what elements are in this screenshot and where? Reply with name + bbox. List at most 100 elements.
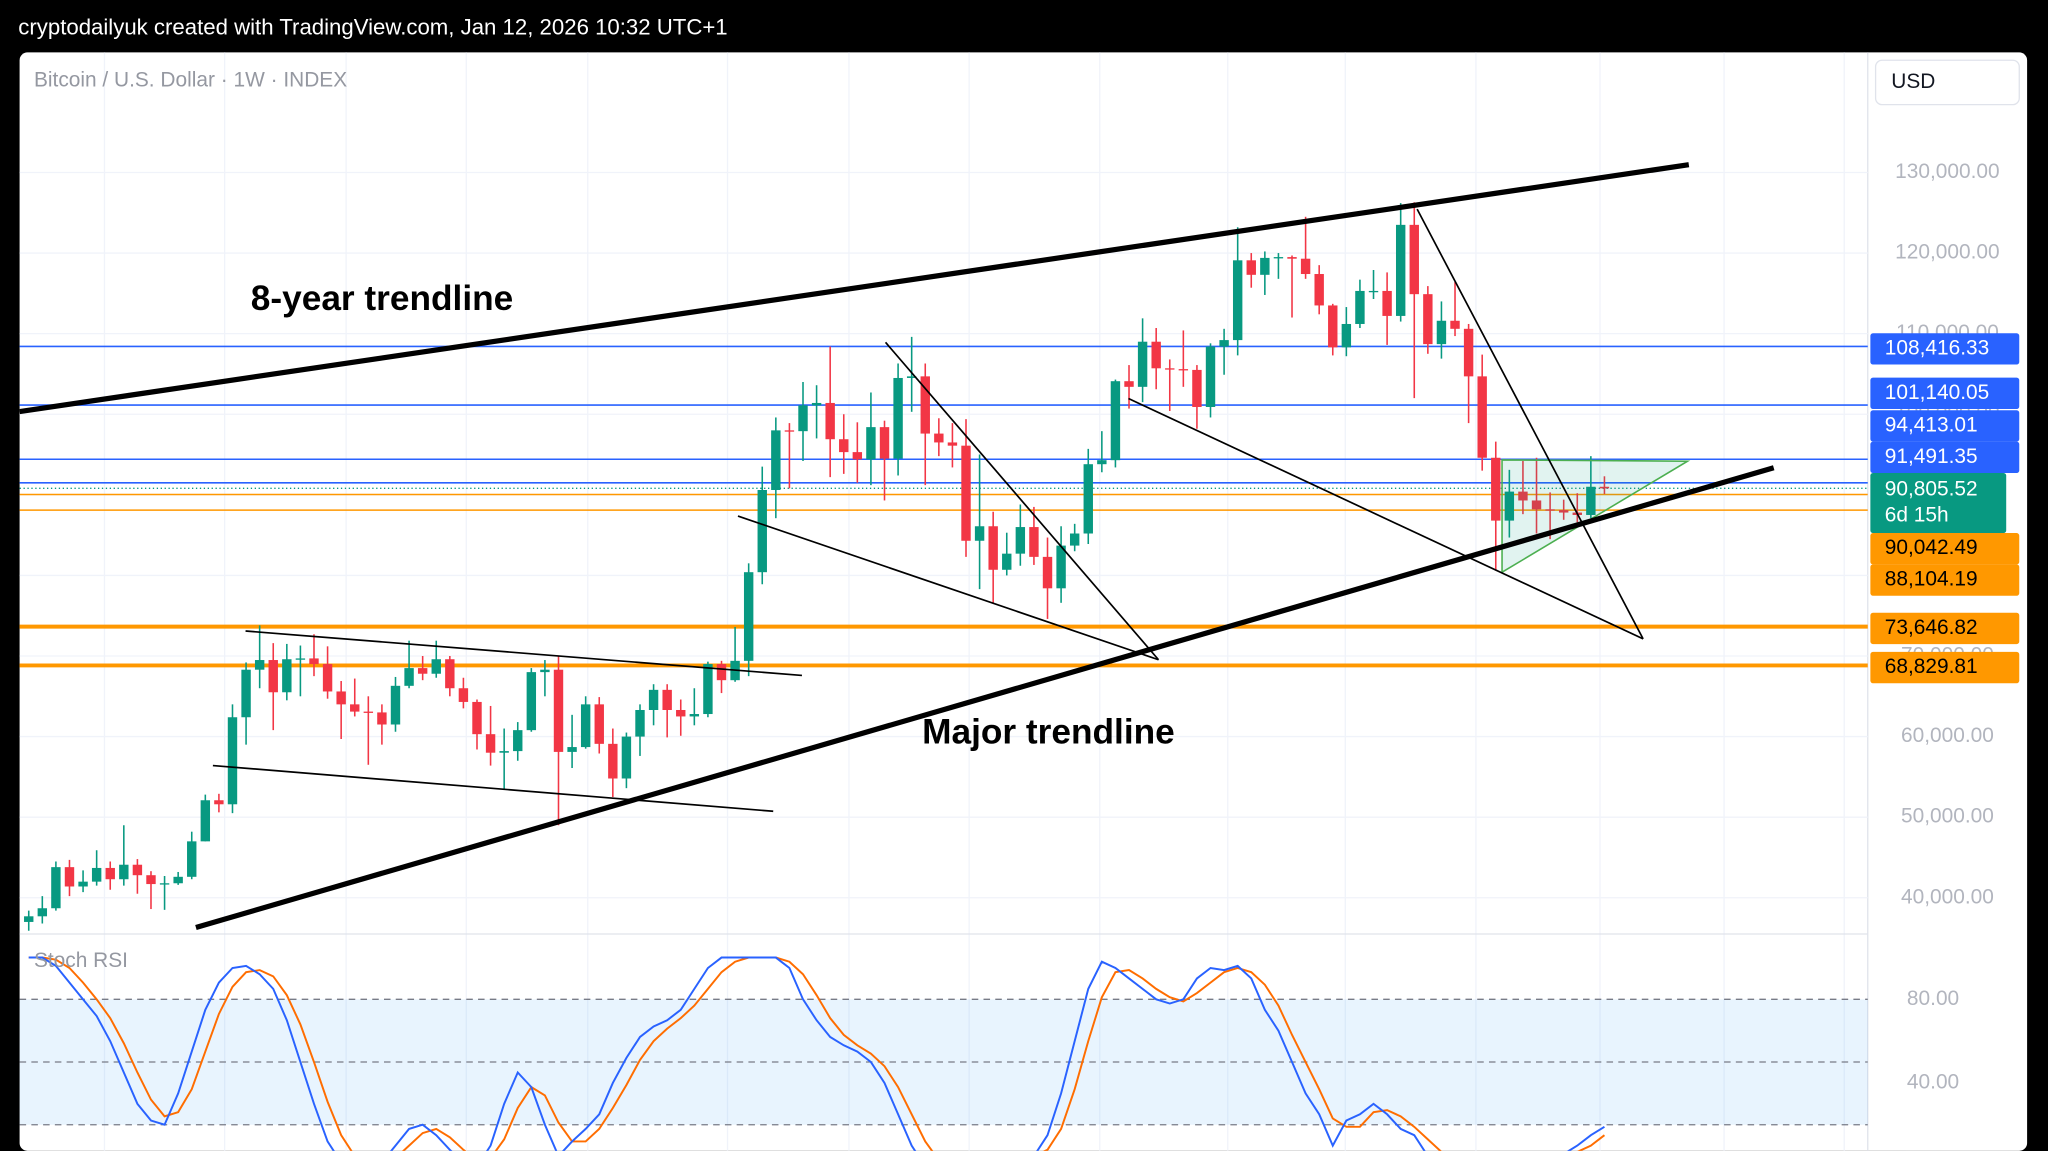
candle-body bbox=[309, 658, 319, 665]
drawings bbox=[19, 162, 1775, 931]
level-label: 68,829.81 bbox=[1885, 655, 1978, 678]
candle-body bbox=[51, 867, 61, 909]
candle-body bbox=[200, 800, 211, 842]
candle-body bbox=[159, 883, 170, 885]
candle-body bbox=[771, 430, 781, 490]
candle-body bbox=[322, 664, 333, 692]
candle-body bbox=[485, 734, 496, 753]
candle-body bbox=[743, 572, 754, 661]
candle-body bbox=[404, 668, 414, 686]
candle-body bbox=[1368, 290, 1379, 293]
currency: USD bbox=[1891, 70, 1935, 93]
candle-body bbox=[105, 867, 115, 880]
candle-body bbox=[173, 876, 183, 884]
stoch-line bbox=[28, 956, 1606, 1151]
candle-body bbox=[811, 402, 822, 406]
candle-body bbox=[445, 659, 455, 689]
candle-body bbox=[1558, 510, 1569, 513]
candle-body bbox=[132, 864, 143, 876]
symbol-title: Bitcoin / U.S. Dollar · 1W · INDEX bbox=[34, 69, 347, 92]
candle-body bbox=[1083, 464, 1093, 534]
candle-body bbox=[1477, 376, 1487, 458]
candle-body bbox=[1260, 257, 1270, 275]
candle-body bbox=[254, 660, 265, 670]
levels bbox=[19, 345, 1868, 668]
triangle bbox=[1501, 459, 1691, 574]
header-title: cryptodailyuk created with TradingView.c… bbox=[18, 15, 727, 40]
y-tick-label: 120,000.00 bbox=[1895, 241, 1999, 264]
candle-body bbox=[146, 875, 156, 885]
candle-body bbox=[689, 714, 700, 717]
level-label: 88,104.19 bbox=[1885, 568, 1978, 591]
candle-body bbox=[1287, 257, 1297, 259]
candle-body bbox=[1097, 460, 1107, 465]
candle-body bbox=[662, 689, 672, 710]
stoch-line bbox=[28, 956, 1605, 1151]
chart-panel bbox=[19, 52, 2028, 1151]
currency-box[interactable] bbox=[1874, 59, 2020, 106]
level-label-box bbox=[1870, 410, 2020, 442]
level-label-box bbox=[1870, 441, 2020, 473]
price-labels: 108,416.33 101,140.05 94,413.01 91,491.35 90… bbox=[1870, 333, 2020, 684]
grid: 40,000.0050,000.0060,000.0070,000.0080,0… bbox=[19, 160, 2000, 908]
candle-body bbox=[214, 800, 224, 805]
candle-body bbox=[1124, 381, 1134, 387]
candle-body bbox=[1002, 553, 1012, 570]
candle-body bbox=[920, 376, 930, 434]
candle-body bbox=[594, 704, 604, 744]
candle-body bbox=[1246, 260, 1256, 275]
candle-body bbox=[825, 402, 835, 440]
series bbox=[28, 956, 1606, 1151]
y-tick-label: 130,000.00 bbox=[1895, 160, 1999, 183]
candle-body bbox=[1273, 257, 1284, 259]
candle-body bbox=[1137, 341, 1148, 387]
candle-body bbox=[1531, 500, 1542, 510]
level-label-box bbox=[1870, 333, 2020, 365]
candle-body bbox=[879, 427, 890, 459]
candle-body bbox=[472, 701, 482, 735]
candle-body bbox=[1409, 224, 1419, 295]
countdown: 6d 15h bbox=[1885, 504, 1949, 527]
candle-body bbox=[1545, 509, 1555, 511]
candle-body bbox=[580, 704, 591, 748]
candle-body bbox=[1436, 320, 1447, 345]
last-price-label: 90,805.52 bbox=[1885, 477, 1978, 500]
level-label-box bbox=[1870, 651, 2020, 684]
candle-body bbox=[431, 659, 441, 674]
candle-body bbox=[1178, 369, 1189, 371]
candle-body bbox=[540, 669, 550, 673]
y-tick-label: 50,000.00 bbox=[1901, 805, 1994, 828]
candles bbox=[24, 202, 1610, 931]
candle-body bbox=[64, 867, 75, 887]
candle-body bbox=[1355, 290, 1365, 324]
candle-body bbox=[363, 711, 374, 713]
candle-body bbox=[947, 442, 958, 446]
level-label-box bbox=[1870, 533, 2020, 565]
candle-body bbox=[1504, 491, 1515, 521]
candle-body bbox=[934, 433, 944, 443]
candle-body bbox=[893, 377, 903, 459]
candle-body bbox=[78, 881, 88, 887]
level-label: 101,140.05 bbox=[1885, 381, 1989, 404]
candle-body bbox=[1463, 328, 1474, 377]
candle-body bbox=[1056, 545, 1066, 589]
y-tick-label: 40,000.00 bbox=[1901, 885, 1994, 908]
candle-body bbox=[757, 489, 767, 573]
candle-body bbox=[1151, 341, 1161, 369]
candle-body bbox=[716, 664, 727, 681]
candle-body bbox=[852, 452, 863, 460]
candle-body bbox=[1518, 491, 1528, 501]
annotation: Major trendline bbox=[922, 713, 1175, 752]
last-price-box bbox=[1870, 472, 2007, 534]
level-label-box bbox=[1870, 564, 2020, 596]
candle-body bbox=[350, 704, 360, 712]
indicator-title: Stoch RSI bbox=[34, 949, 128, 972]
candle-body bbox=[1599, 486, 1610, 489]
level-label-box bbox=[1870, 612, 2020, 645]
candle-body bbox=[608, 743, 618, 779]
candle-body bbox=[635, 709, 645, 737]
annotation: 8-year trendline bbox=[251, 279, 514, 318]
candle-body bbox=[567, 747, 577, 752]
candle-body bbox=[703, 664, 713, 715]
